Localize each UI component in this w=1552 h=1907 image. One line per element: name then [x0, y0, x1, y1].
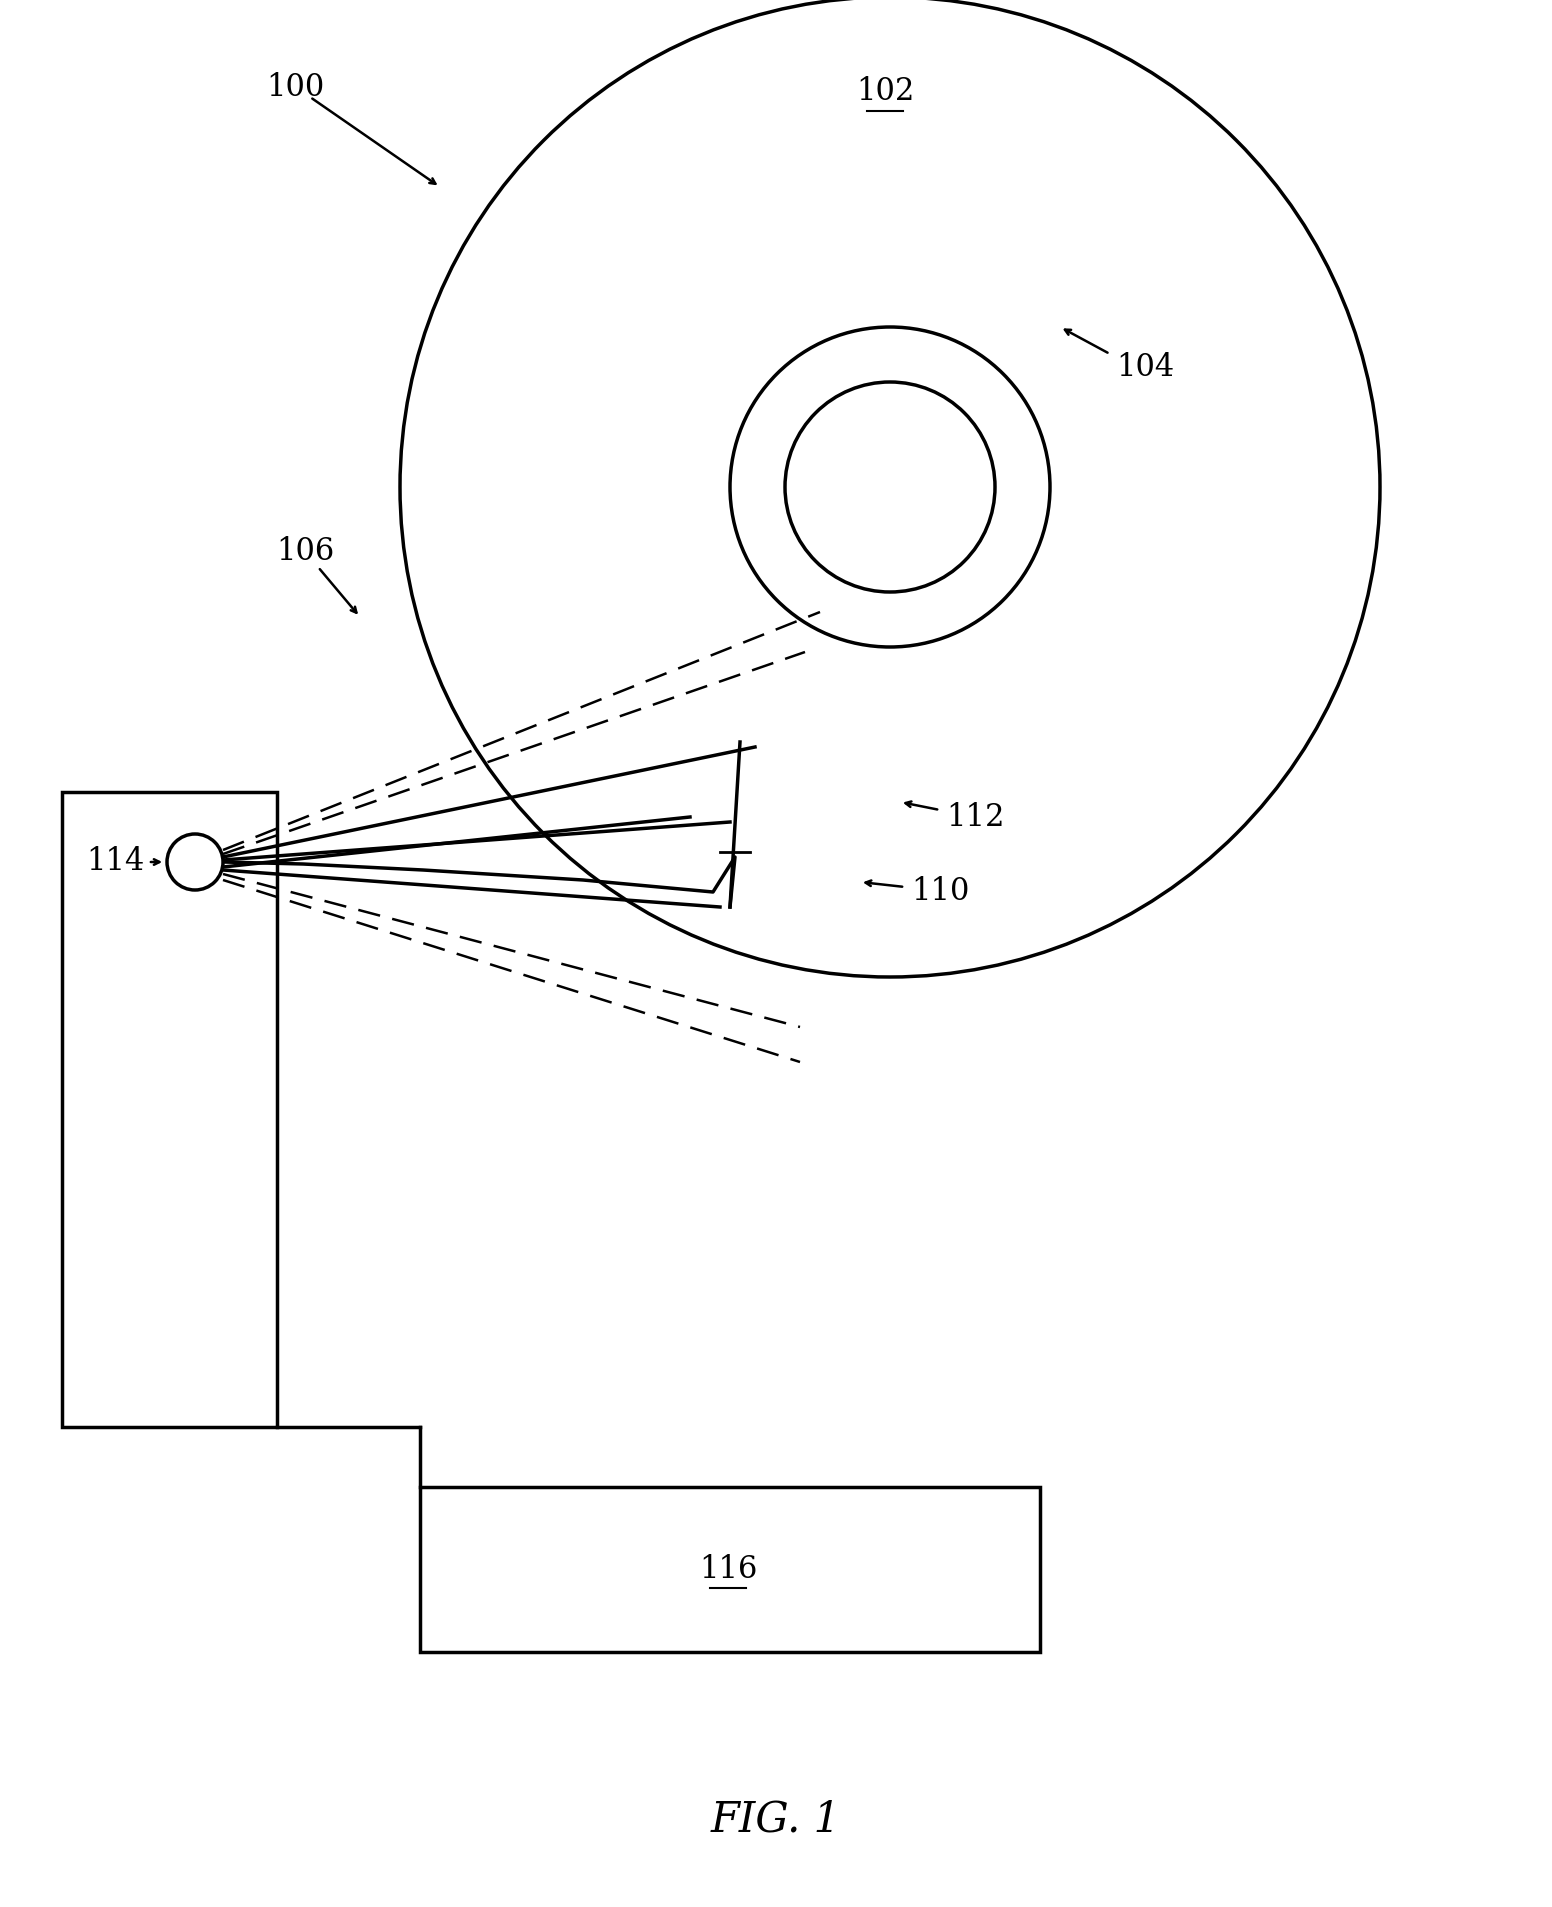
- Bar: [62, 791, 276, 1426]
- Ellipse shape: [729, 326, 1051, 646]
- Text: 100: 100: [265, 71, 324, 103]
- Ellipse shape: [400, 0, 1380, 976]
- Text: 106: 106: [276, 536, 334, 568]
- Bar: [421, 1487, 1040, 1651]
- Text: FIG. 1: FIG. 1: [711, 1798, 841, 1840]
- Ellipse shape: [785, 381, 995, 591]
- Text: 110: 110: [911, 877, 968, 908]
- Text: 102: 102: [855, 76, 914, 107]
- Text: 104: 104: [1116, 351, 1173, 383]
- Circle shape: [168, 833, 223, 891]
- Text: 114: 114: [85, 847, 144, 877]
- Text: 116: 116: [698, 1554, 757, 1585]
- Text: 112: 112: [945, 801, 1004, 833]
